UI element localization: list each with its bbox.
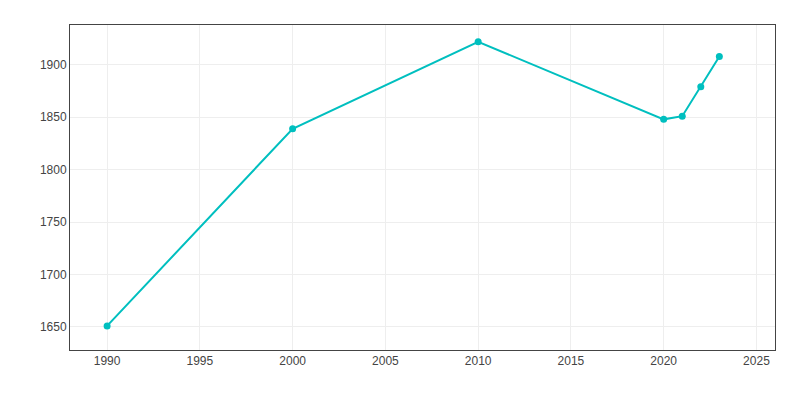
svg-text:1990: 1990 <box>94 354 121 368</box>
svg-text:1700: 1700 <box>40 268 67 282</box>
svg-text:1850: 1850 <box>40 110 67 124</box>
svg-text:1650: 1650 <box>40 320 67 334</box>
svg-text:2005: 2005 <box>372 354 399 368</box>
svg-text:2015: 2015 <box>558 354 585 368</box>
svg-text:1750: 1750 <box>40 215 67 229</box>
svg-text:1800: 1800 <box>40 163 67 177</box>
svg-text:2020: 2020 <box>650 354 677 368</box>
svg-text:1995: 1995 <box>187 354 214 368</box>
svg-text:2025: 2025 <box>743 354 770 368</box>
svg-text:2000: 2000 <box>279 354 306 368</box>
svg-text:1900: 1900 <box>40 58 67 72</box>
svg-text:2010: 2010 <box>465 354 492 368</box>
